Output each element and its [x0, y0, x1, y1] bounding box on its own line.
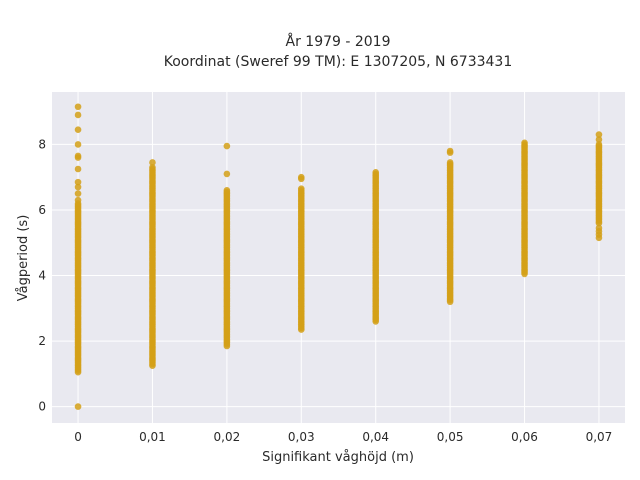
x-tick-label: 0,06 [511, 430, 538, 444]
data-point [149, 159, 156, 166]
data-point [74, 103, 82, 111]
x-axis-title: Signifikant våghöjd (m) [262, 450, 414, 465]
data-point [74, 111, 82, 119]
data-point [446, 159, 454, 166]
x-tick-label: 0,03 [288, 430, 315, 444]
x-tick-label: 0,05 [437, 430, 464, 444]
data-point [223, 142, 231, 150]
x-tick-label: 0 [74, 430, 82, 444]
data-point [223, 187, 231, 194]
x-tick-labels: 0 0,01 0,02 0,03 0,04 0,05 0,06 0,07 [74, 430, 612, 444]
data-point [74, 152, 82, 160]
data-point [74, 403, 82, 410]
plot-area [52, 92, 625, 423]
x-tick-label: 0,04 [362, 430, 389, 444]
data-point [223, 170, 231, 178]
x-tick-label: 0,01 [139, 430, 166, 444]
x-tick-label: 0,02 [214, 430, 241, 444]
data-point [74, 126, 82, 133]
data-point [74, 141, 82, 148]
data-point [297, 185, 305, 192]
data-points [74, 103, 603, 410]
data-point [521, 139, 528, 147]
y-tick-label: 2 [38, 334, 46, 348]
data-point [595, 136, 603, 143]
y-tick-labels: 0 2 4 6 8 [38, 137, 46, 413]
y-tick-label: 4 [38, 269, 46, 283]
data-point [149, 164, 156, 171]
y-tick-label: 0 [38, 400, 46, 414]
y-tick-label: 6 [38, 203, 46, 217]
data-point [74, 190, 82, 197]
data-point [74, 165, 82, 173]
data-point [74, 178, 82, 186]
chart-title-line-1: År 1979 - 2019 [286, 33, 391, 50]
data-point [595, 224, 603, 232]
data-point [297, 173, 305, 181]
data-point [74, 196, 82, 204]
x-tick-label: 0,07 [586, 430, 613, 444]
data-point [595, 131, 603, 138]
chart-title-line-2: Koordinat (Sweref 99 TM): E 1307205, N 6… [164, 54, 513, 70]
data-point [595, 141, 603, 148]
y-tick-label: 8 [38, 137, 46, 151]
data-point [446, 147, 454, 155]
data-point [74, 183, 82, 191]
y-axis-title: Vågperiod (s) [16, 215, 31, 302]
data-point [372, 168, 380, 176]
